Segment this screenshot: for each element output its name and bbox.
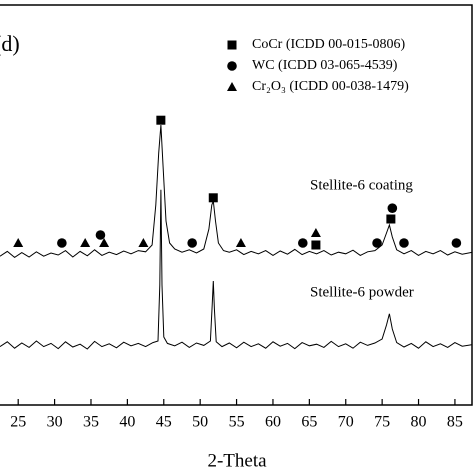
x-tick-label: 50: [192, 414, 208, 431]
panel-label: (d): [0, 31, 20, 56]
x-tick-label: 80: [411, 414, 427, 431]
marker-triangle: [310, 228, 321, 237]
x-axis-label: 2-Theta: [207, 450, 267, 471]
annotation: Stellite-6 powder: [310, 284, 414, 300]
legend-label: WC (ICDD 03-065-4539): [252, 58, 398, 73]
x-tick-label: 35: [83, 414, 99, 431]
x-tick-label: 40: [119, 414, 135, 431]
marker-triangle: [80, 238, 91, 247]
x-tick-label: 75: [374, 414, 390, 431]
marker-circle: [95, 230, 106, 240]
x-tick-label: 25: [10, 414, 26, 431]
marker-square: [156, 115, 166, 125]
plot-frame: [0, 4, 473, 406]
marker-square: [311, 240, 321, 250]
x-tick-label: 30: [47, 414, 63, 431]
annotation: Stellite-6 coating: [310, 177, 413, 193]
legend-symbol: [227, 82, 237, 91]
x-tick-label: 55: [229, 414, 245, 431]
line: [0, 189, 473, 350]
marker-triangle: [99, 238, 110, 247]
x-tick-label: 70: [338, 414, 354, 431]
marker-triangle: [138, 238, 149, 247]
line: [0, 124, 473, 259]
marker-circle: [399, 238, 409, 248]
legend-symbol: [227, 61, 237, 71]
legend-label: Cr₂O₃ (ICDD 00-038-1479): [252, 79, 409, 94]
marker-square: [386, 214, 396, 224]
marker-circle: [387, 203, 398, 213]
marker-triangle: [13, 238, 24, 247]
x-tick-label: 85: [447, 414, 463, 431]
x-tick-label: 60: [265, 414, 281, 431]
legend-symbol: [227, 40, 237, 50]
marker-square: [208, 193, 218, 203]
marker-circle: [372, 238, 382, 248]
x-tick-label: 45: [156, 414, 172, 431]
marker-circle: [298, 238, 308, 248]
marker-circle: [451, 238, 462, 248]
marker-circle: [57, 238, 67, 248]
marker-triangle: [235, 238, 246, 247]
legend-label: CoCr (ICDD 00-015-0806): [252, 37, 406, 52]
x-tick-label: 65: [301, 414, 317, 431]
marker-circle: [187, 238, 197, 248]
